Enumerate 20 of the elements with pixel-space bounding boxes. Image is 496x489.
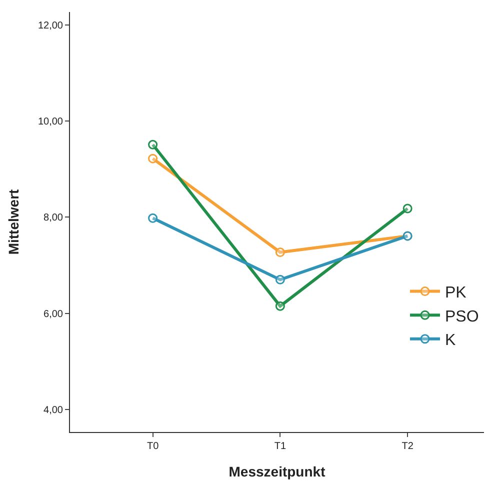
x-tick-label: T0 <box>146 441 160 452</box>
point <box>275 301 285 311</box>
point <box>275 248 285 258</box>
y-tick-label: 12,00 <box>38 20 64 32</box>
y-axis-title: Mittelwert <box>6 188 22 255</box>
legend-label: PSO <box>445 308 479 326</box>
y-tick-label: 4,00 <box>44 404 64 416</box>
y-tick-label: 10,00 <box>38 116 64 128</box>
point <box>402 204 412 214</box>
x-tick-label: T2 <box>402 441 414 452</box>
point <box>148 154 158 164</box>
y-tick-label: 6,00 <box>44 308 64 320</box>
legend-label: PK <box>445 284 467 302</box>
y-tick-label: 8,00 <box>44 212 64 224</box>
x-axis-title: Messzeitpunkt <box>228 463 326 480</box>
point <box>275 274 285 284</box>
point <box>148 213 158 223</box>
point <box>148 140 158 150</box>
legend-label: K <box>445 332 456 350</box>
x-tick-label: T1 <box>274 441 286 452</box>
